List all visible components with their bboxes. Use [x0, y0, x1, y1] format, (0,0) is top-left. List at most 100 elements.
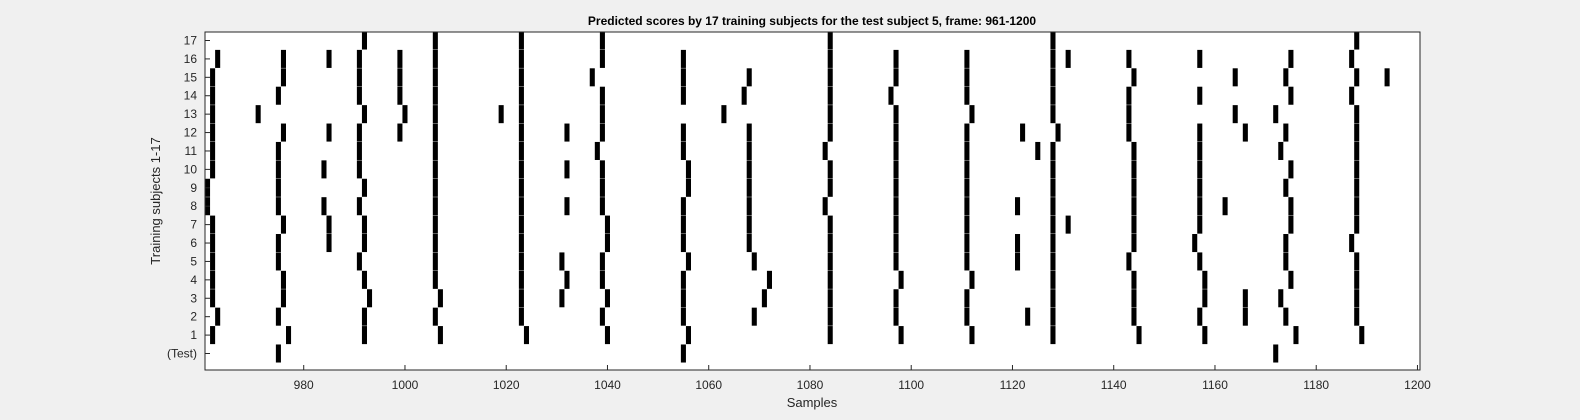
chart-title: Predicted scores by 17 training subjects… [588, 14, 1036, 28]
score-mark [964, 86, 970, 105]
score-mark [356, 160, 362, 179]
score-mark [1050, 105, 1056, 124]
score-mark [827, 49, 833, 68]
score-mark [599, 123, 605, 142]
score-mark [599, 307, 605, 326]
score-mark [827, 289, 833, 308]
score-mark [1197, 141, 1203, 160]
score-mark [1050, 197, 1056, 216]
score-mark [559, 252, 565, 271]
score-mark [498, 105, 504, 124]
score-mark [432, 86, 438, 105]
score-mark [1131, 234, 1137, 253]
y-axis-label: Training subjects 1-17 [148, 137, 163, 264]
score-mark [746, 68, 752, 87]
score-mark [1131, 215, 1137, 234]
y-tick-label: 6 [190, 236, 197, 250]
y-tick-label: 1 [190, 328, 197, 342]
score-mark [827, 307, 833, 326]
y-tick-label: 2 [190, 310, 197, 324]
score-mark [280, 270, 286, 289]
score-mark [1359, 326, 1365, 345]
score-mark [1202, 289, 1208, 308]
score-mark [1126, 86, 1132, 105]
score-mark [432, 270, 438, 289]
score-mark [1197, 123, 1203, 142]
score-mark [893, 307, 899, 326]
score-mark [599, 178, 605, 197]
y-tick-label: 4 [190, 273, 197, 287]
score-mark [680, 68, 686, 87]
score-mark [1354, 105, 1360, 124]
score-mark [893, 68, 899, 87]
x-tick-label: 1020 [493, 378, 520, 392]
score-mark [275, 197, 281, 216]
y-tick-label: 13 [184, 107, 198, 121]
score-mark [964, 141, 970, 160]
score-mark [1192, 234, 1198, 253]
score-mark [1126, 252, 1132, 271]
score-mark [1197, 86, 1203, 105]
score-mark [321, 160, 327, 179]
x-tick-label: 980 [294, 378, 314, 392]
score-mark [361, 105, 367, 124]
score-mark [518, 105, 524, 124]
score-mark [1349, 234, 1355, 253]
score-mark [210, 326, 216, 345]
y-tick-label: (Test) [167, 347, 197, 361]
score-mark [1050, 86, 1056, 105]
score-mark [432, 234, 438, 253]
score-mark [1283, 178, 1289, 197]
score-mark [1197, 160, 1203, 179]
score-mark [893, 105, 899, 124]
score-mark [827, 160, 833, 179]
score-mark [1131, 289, 1137, 308]
score-mark [599, 160, 605, 179]
score-mark [827, 234, 833, 253]
score-mark [1126, 105, 1132, 124]
score-mark [964, 307, 970, 326]
score-mark [1065, 49, 1071, 68]
score-mark [964, 234, 970, 253]
x-tick-label: 1060 [695, 378, 722, 392]
score-mark [685, 160, 691, 179]
score-mark [518, 289, 524, 308]
score-mark [1050, 307, 1056, 326]
score-mark [827, 252, 833, 271]
score-mark [1050, 289, 1056, 308]
x-tick-label: 1140 [1101, 378, 1127, 392]
score-mark [210, 141, 216, 160]
score-mark [1354, 270, 1360, 289]
score-mark [1126, 49, 1132, 68]
score-mark [1015, 197, 1021, 216]
score-mark [599, 31, 605, 50]
score-mark [432, 197, 438, 216]
score-mark [432, 49, 438, 68]
score-mark [523, 326, 529, 345]
score-mark [361, 326, 367, 345]
score-mark [432, 105, 438, 124]
score-mark [685, 178, 691, 197]
score-mark [680, 123, 686, 142]
score-mark [721, 105, 727, 124]
score-mark [1050, 178, 1056, 197]
score-mark [1050, 31, 1056, 50]
score-mark [680, 197, 686, 216]
score-mark [518, 123, 524, 142]
score-mark [432, 31, 438, 50]
score-mark [1065, 215, 1071, 234]
score-mark [210, 105, 216, 124]
score-mark [1131, 141, 1137, 160]
score-mark [604, 289, 610, 308]
score-mark [210, 68, 216, 87]
score-mark [1197, 252, 1203, 271]
score-mark [599, 49, 605, 68]
score-mark [1197, 197, 1203, 216]
score-mark [286, 326, 292, 345]
score-mark [518, 141, 524, 160]
score-mark [680, 270, 686, 289]
score-mark [680, 289, 686, 308]
score-mark [964, 160, 970, 179]
score-mark [1131, 307, 1137, 326]
